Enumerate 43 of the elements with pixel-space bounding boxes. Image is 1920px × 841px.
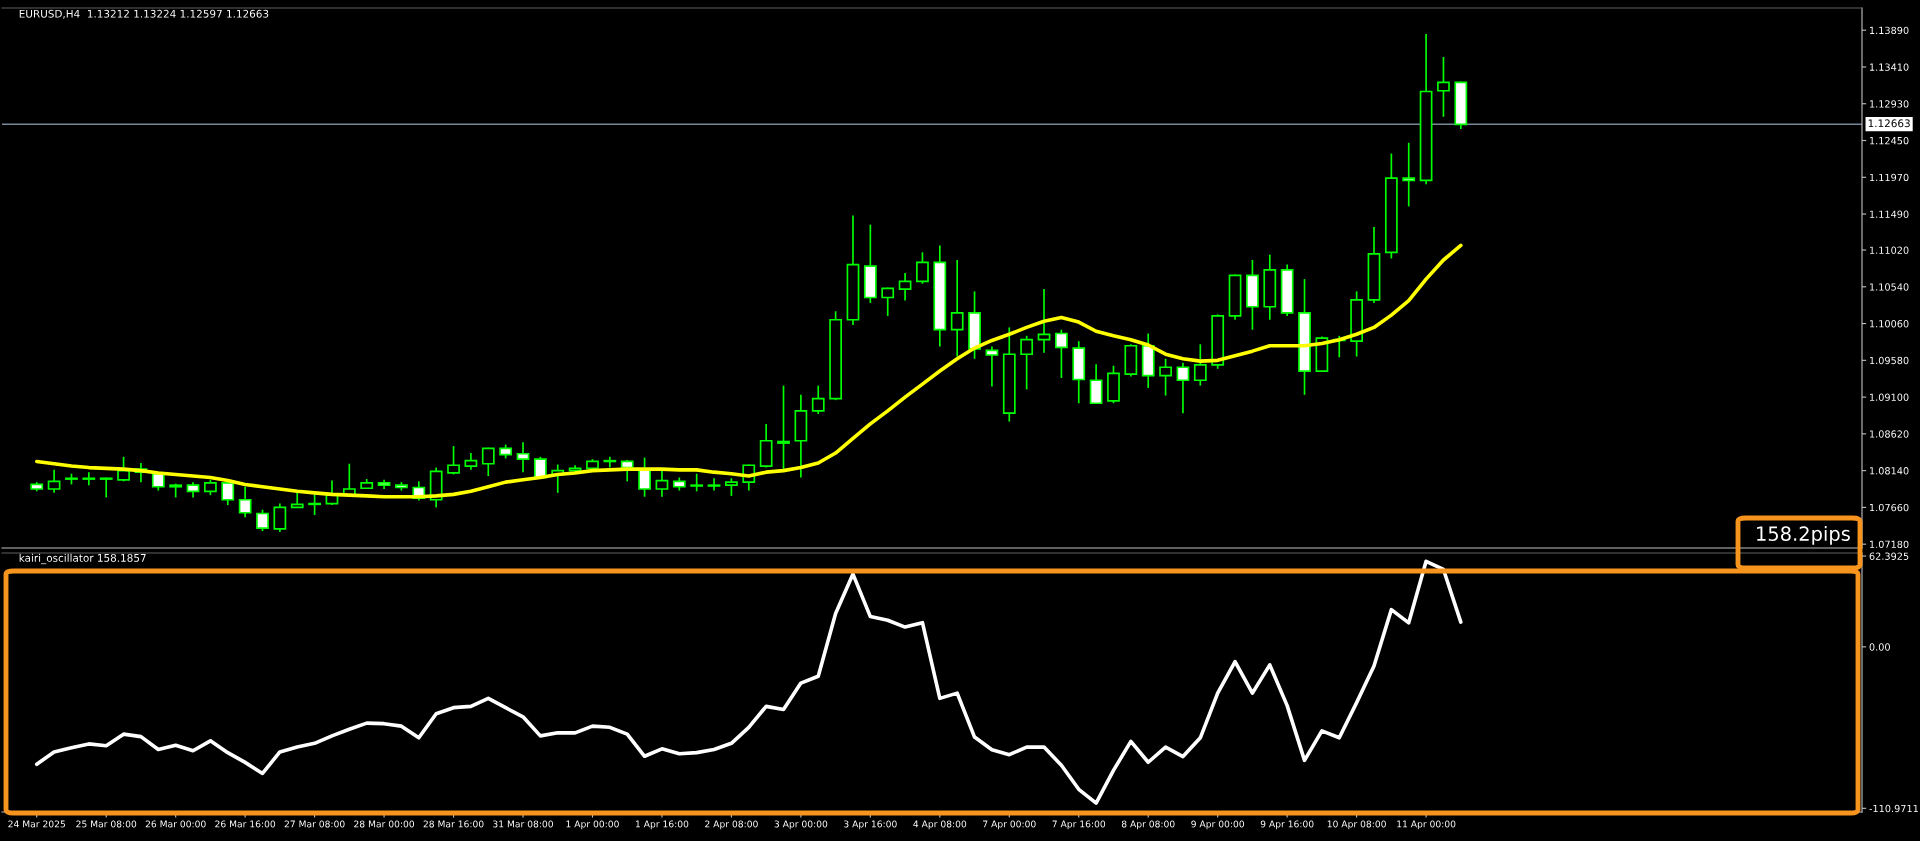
y-tick-label: 1.07180 — [1870, 540, 1909, 548]
x-tick-label: 8 Apr 08:00 — [1121, 820, 1175, 830]
y-tick-label: 1.08140 — [1870, 467, 1909, 475]
x-tick-label: 26 Mar 00:00 — [145, 820, 206, 828]
y-tick-label: 0.00 — [1869, 643, 1890, 651]
y-tick-label: 1.13410 — [1870, 63, 1909, 71]
x-tick-label: 28 Mar 16:00 — [423, 820, 484, 828]
x-tick-label: 1 Apr 00:00 — [566, 820, 619, 830]
x-tick-label: 31 Mar 08:00 — [493, 820, 553, 828]
x-tick-label: 2 Apr 08:00 — [705, 820, 758, 830]
x-tick-label: 11 Apr 00:00 — [1397, 820, 1456, 830]
x-tick-label: 9 Apr 16:00 — [1260, 820, 1314, 830]
y-tick-label: -110.9711 — [1869, 804, 1918, 813]
x-tick-label: 10 Apr 08:00 — [1327, 820, 1386, 830]
y-tick-label: 1.10540 — [1870, 283, 1909, 291]
y-tick-label: 62.3925 — [1869, 552, 1909, 560]
x-tick-label: 25 Mar 08:00 — [76, 820, 137, 828]
x-tick-label: 7 Apr 00:00 — [983, 820, 1036, 830]
y-tick-label: 1.11970 — [1870, 173, 1909, 182]
text: 158.2pips — [1757, 525, 1850, 545]
x-tick-label: 4 Apr 08:00 — [913, 820, 967, 830]
y-tick-label: 1.11020 — [1870, 246, 1909, 254]
y-tick-label: 1.12450 — [1870, 136, 1909, 145]
x-tick-label: 28 Mar 00:00 — [354, 820, 415, 828]
x-tick-label: 9 Apr 00:00 — [1191, 820, 1245, 830]
x-tick-label: 3 Apr 00:00 — [774, 820, 828, 830]
x-tick-label: 27 Mar 08:00 — [284, 820, 345, 828]
chart-title: EURUSD,H4 1.13212 1.13224 1.12597 1.12663 — [19, 9, 269, 19]
x-tick-label: 1 Apr 16:00 — [635, 820, 689, 830]
y-tick-label: 1.10060 — [1870, 320, 1909, 328]
x-tick-label: 3 Apr 16:00 — [844, 820, 897, 830]
y-tick-label: 1.13890 — [1870, 26, 1909, 35]
ref-line-label: 1.12663 — [1868, 119, 1910, 128]
y-tick-label: 1.11490 — [1870, 210, 1909, 218]
chart-title: kairi_oscillator 158.1857 — [19, 553, 146, 565]
x-tick-label: 26 Mar 16:00 — [215, 820, 276, 828]
y-tick-label: 1.09100 — [1870, 393, 1909, 401]
y-tick-label: 1.12930 — [1870, 100, 1909, 108]
y-tick-label: 1.08620 — [1870, 430, 1909, 438]
y-tick-label: 1.07660 — [1870, 503, 1909, 512]
x-tick-label: 24 Mar 2025 — [8, 820, 65, 828]
x-tick-label: 7 Apr 16:00 — [1052, 820, 1106, 830]
y-tick-label: 1.09580 — [1870, 356, 1909, 365]
